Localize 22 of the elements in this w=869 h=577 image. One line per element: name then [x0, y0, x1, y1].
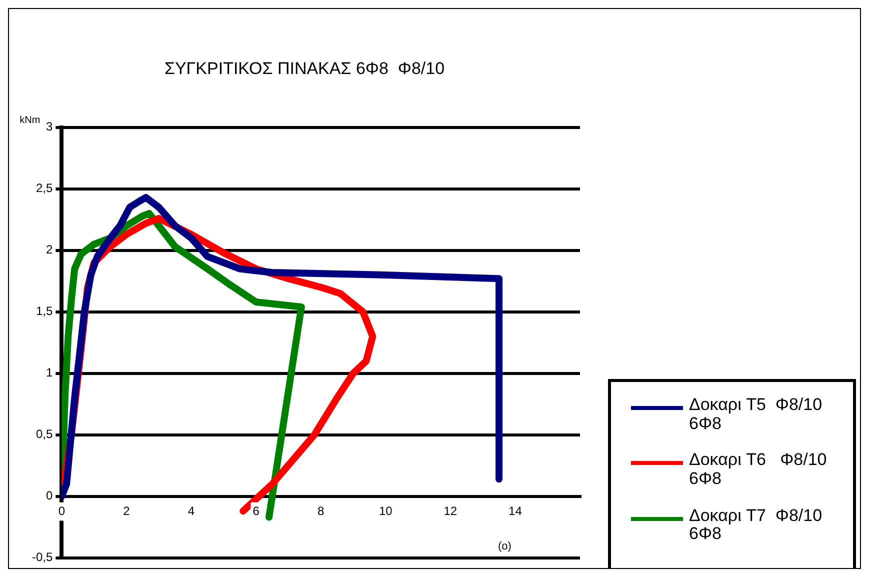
x-tick-label: 6 — [252, 504, 260, 518]
y-tick-label: 2,5 — [36, 181, 53, 196]
legend-label: Δοκαρι T7 Φ8/10 6Φ8 — [689, 506, 824, 544]
legend-label: Δοκαρι T6 Φ8/10 6Φ8 — [689, 450, 828, 489]
x-tick-label: 10 — [378, 504, 393, 518]
x-tick-label: 12 — [444, 504, 458, 518]
y-axis-title: kNm — [20, 115, 40, 126]
y-tick-label: -0,5 — [32, 550, 53, 564]
y-tick-label: 3 — [46, 120, 53, 134]
y-tick-label: 1 — [46, 366, 53, 380]
x-tick-label: 2 — [123, 504, 130, 518]
y-tick-label: 0 — [46, 488, 53, 503]
legend-label: Δοκαρι T5 Φ8/10 6Φ8 — [689, 394, 824, 434]
x-tick-label: 14 — [508, 504, 522, 518]
x-tick-label: 0 — [58, 504, 66, 518]
y-tick-label: 0,5 — [36, 427, 53, 442]
y-tick-label: 2 — [46, 242, 53, 257]
x-tick-label: 8 — [317, 504, 324, 518]
y-tick-label: 1,5 — [36, 304, 53, 318]
chart-title: ΣΥΓΚΡΙΤΙΚΟΣ ΠΙΝΑΚΑΣ 6Φ8 Φ8/10 — [164, 58, 445, 78]
x-tick-label: 4 — [188, 504, 195, 518]
x-axis-title: (o) — [498, 540, 512, 552]
